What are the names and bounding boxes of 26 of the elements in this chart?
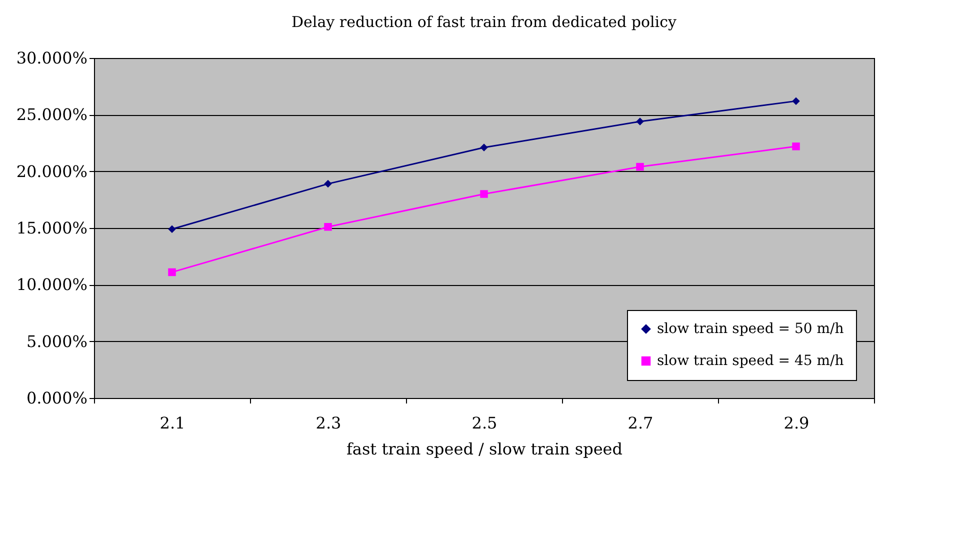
point [636, 162, 644, 171]
legend-label: slow train speed = 50 m/h [657, 321, 844, 337]
point [636, 118, 644, 126]
point [168, 268, 176, 276]
x-tick-label: 2.3 [316, 414, 342, 432]
x-tick-label: 2.5 [472, 414, 498, 432]
y-tick-label: 20.000% [16, 162, 88, 181]
x-tick-label: 2.9 [784, 414, 810, 432]
point [168, 225, 176, 234]
x-tick-label: 2.7 [628, 414, 654, 432]
x-axis-title: fast train speed / slow train speed [346, 440, 623, 458]
y-tick-label: 5.000% [26, 332, 88, 351]
x-tick-label: 2.1 [160, 414, 186, 432]
point [792, 97, 800, 105]
y-tick-label: 10.000% [16, 275, 88, 294]
point [792, 142, 800, 150]
point [324, 180, 332, 188]
y-tick-label: 30.000% [16, 48, 88, 68]
y-tick-label: 0.000% [26, 388, 88, 408]
y-tick-label: 25.000% [16, 105, 88, 124]
chart-title: Delay reduction of fast train from dedicated policy [292, 13, 677, 31]
point [480, 144, 488, 152]
legend-label: slow train speed = 45 m/h [657, 353, 844, 369]
point [324, 222, 332, 231]
point [480, 190, 488, 198]
y-tick-label: 15.000% [16, 218, 88, 238]
